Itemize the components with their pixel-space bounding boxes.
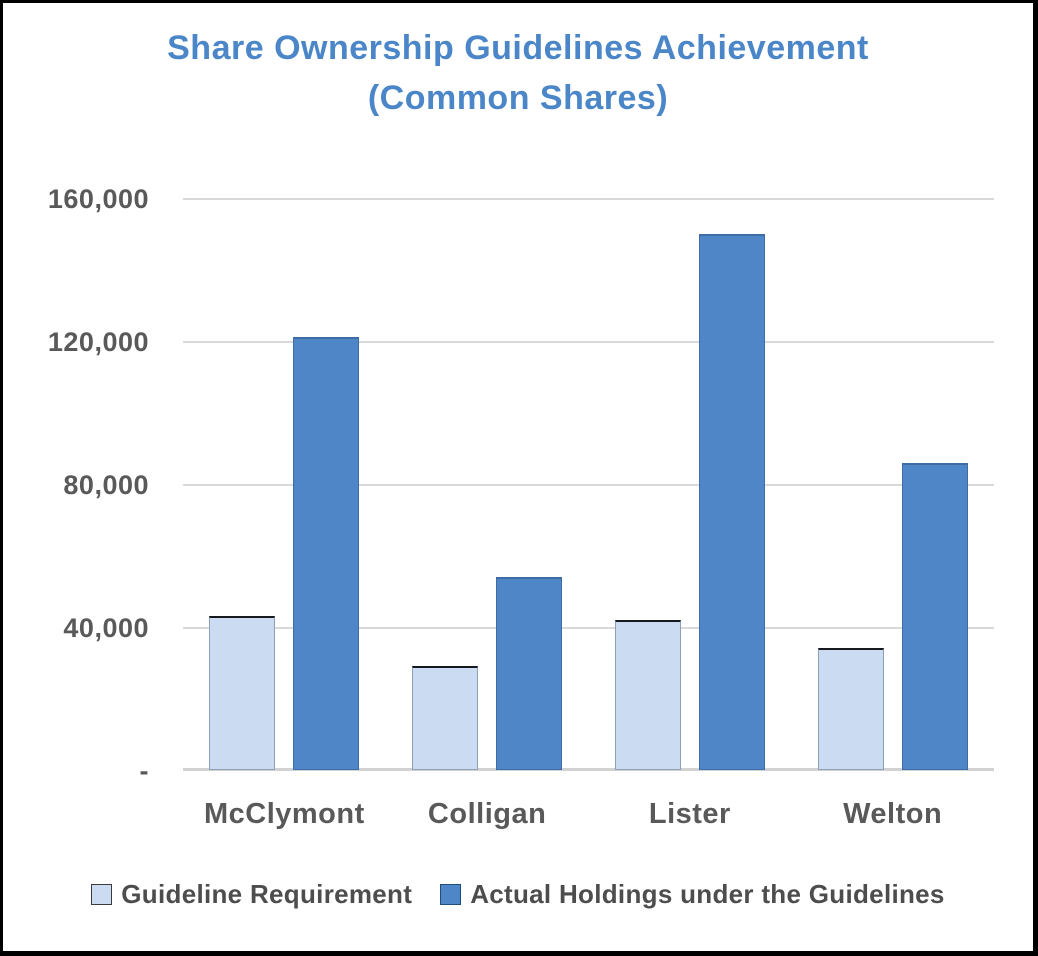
gridline [183,484,994,486]
bar-colligan-series-1 [496,577,563,770]
legend: Guideline Requirement Actual Holdings und… [3,879,1033,910]
gridline [183,198,994,200]
bar-lister-series-0 [614,620,681,770]
y-tick-label: - [139,756,149,786]
bar-groups [183,199,994,770]
gridline [183,341,994,343]
bar-group-welton [791,199,994,770]
x-axis-labels: McClymont Colligan Lister Welton [183,798,994,831]
legend-swatch-icon [91,884,113,905]
chart-title: Share Ownership Guidelines Achievement (… [3,23,1033,123]
y-tick-label: 120,000 [47,327,149,357]
y-tick-label: 160,000 [47,184,149,214]
legend-label: Actual Holdings under the Guidelines [470,879,945,909]
gridline [183,627,994,629]
y-tick-label: 40,000 [63,613,149,643]
bar-group-mcclymont [183,199,386,770]
plot-area [183,198,994,771]
bar-colligan-series-0 [412,666,479,770]
bar-mcclymont-series-1 [293,337,360,770]
bar-group-colligan [386,199,589,770]
legend-swatch-icon [440,884,462,905]
chart-title-line1: Share Ownership Guidelines Achievement [167,29,869,67]
legend-label: Guideline Requirement [121,879,413,909]
x-label-lister: Lister [648,798,731,830]
legend-item-1: Actual Holdings under the Guidelines [440,879,945,910]
y-tick-label: 80,000 [63,470,149,500]
y-axis-labels: 160,000 120,000 80,000 40,000 - [3,3,149,951]
legend-item-0: Guideline Requirement [91,879,412,910]
x-label-welton: Welton [843,798,943,830]
bar-welton-series-1 [901,463,968,770]
chart-title-line2: (Common Shares) [367,79,669,117]
x-axis-line [183,768,994,771]
bar-lister-series-1 [698,234,765,770]
bar-group-lister [589,199,792,770]
x-label-colligan: Colligan [427,798,547,830]
bar-mcclymont-series-0 [209,616,276,770]
bar-welton-series-0 [817,648,884,770]
x-label-mcclymont: McClymont [203,798,365,830]
